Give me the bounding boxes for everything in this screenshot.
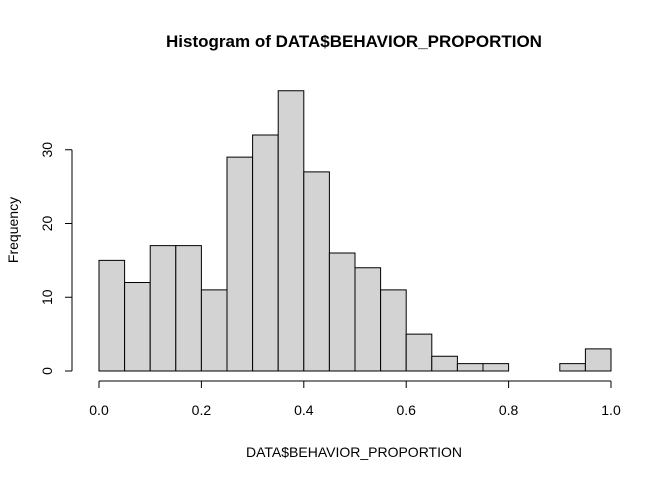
x-tick-label-2: 0.4 — [294, 402, 314, 418]
histogram-bar-7 — [277, 90, 305, 372]
x-axis: 0.0 0.2 0.4 0.6 0.8 1.0 — [89, 380, 621, 418]
histogram-bar-14 — [456, 363, 484, 372]
histogram-bar-5 — [226, 156, 254, 372]
histogram-bar-10 — [354, 267, 382, 372]
y-tick-label-3: 30 — [39, 142, 55, 158]
bars-group — [98, 90, 612, 372]
histogram-bar-0 — [98, 259, 126, 372]
x-tick-label-3: 0.6 — [396, 402, 416, 418]
histogram-bar-4 — [200, 289, 228, 372]
x-axis-label: DATA$BEHAVIOR_PROPORTION — [246, 444, 462, 460]
y-tick-label-0: 0 — [39, 367, 55, 375]
histogram-bar-19 — [584, 348, 612, 372]
histogram-bar-18 — [559, 363, 586, 372]
x-tick-label-5: 1.0 — [601, 402, 621, 418]
y-axis: 0 10 20 30 — [39, 142, 73, 375]
histogram-bar-1 — [124, 282, 151, 372]
y-axis-label: Frequency — [5, 197, 21, 263]
histogram-bar-13 — [431, 355, 458, 372]
x-tick-label-1: 0.2 — [192, 402, 212, 418]
histogram-bar-15 — [482, 363, 510, 372]
histogram-bar-9 — [328, 252, 356, 372]
histogram-bar-3 — [175, 245, 202, 372]
histogram-bar-2 — [149, 245, 177, 372]
histogram-bar-12 — [405, 333, 433, 372]
histogram-bar-8 — [303, 171, 330, 372]
x-tick-label-0: 0.0 — [89, 402, 109, 418]
y-tick-label-2: 20 — [39, 216, 55, 232]
chart-title: Histogram of DATA$BEHAVIOR_PROPORTION — [166, 32, 542, 51]
x-tick-label-4: 0.8 — [499, 402, 519, 418]
y-tick-label-1: 10 — [39, 289, 55, 305]
histogram-bar-11 — [380, 289, 407, 372]
histogram-bar-6 — [252, 134, 279, 372]
